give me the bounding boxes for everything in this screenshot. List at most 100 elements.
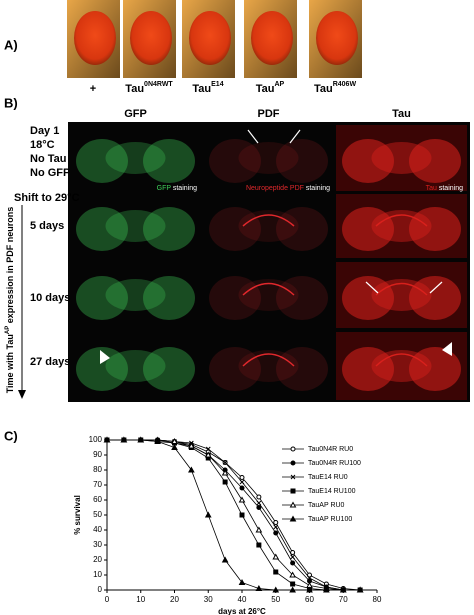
brain-lobe xyxy=(76,139,128,183)
brain-lobe xyxy=(143,207,195,251)
marker xyxy=(255,526,263,533)
marker xyxy=(154,437,161,444)
brain-lobe xyxy=(342,139,394,183)
micrograph xyxy=(203,194,334,258)
arrowhead xyxy=(442,342,452,356)
brain-center xyxy=(238,142,299,174)
marker xyxy=(290,550,296,555)
marker xyxy=(238,496,246,503)
condition-label: No Tau xyxy=(30,153,66,165)
stain-name: GFP xyxy=(157,185,172,192)
marker xyxy=(222,460,228,465)
condition-label: No GFP xyxy=(30,167,70,179)
marker xyxy=(290,446,296,452)
brain-center xyxy=(105,350,166,382)
legend-label: Tau0N4R RU100 xyxy=(308,460,361,467)
micrograph-bg xyxy=(70,262,201,328)
t: AP xyxy=(5,326,11,334)
genotype-sup: 0N4RWT xyxy=(144,81,173,88)
marker xyxy=(222,479,228,485)
marker xyxy=(255,584,263,591)
brain-lobe xyxy=(342,347,394,391)
brain-lobe xyxy=(276,347,328,391)
marker xyxy=(239,485,245,491)
time-arrowhead xyxy=(18,390,26,399)
y-axis-label: % survival xyxy=(73,495,82,535)
brain-lobe xyxy=(209,276,261,320)
marker xyxy=(273,520,279,525)
micrograph xyxy=(336,125,467,191)
micrograph-bg xyxy=(70,332,201,400)
marker xyxy=(239,479,245,485)
stain-caption: Neuropeptide PDF staining xyxy=(246,185,330,192)
marker xyxy=(289,571,296,578)
marker xyxy=(272,586,280,593)
time-label: 5 days xyxy=(30,220,64,232)
brain-center xyxy=(105,210,166,242)
genotype-label: TauE14 xyxy=(192,81,223,95)
brain-center xyxy=(105,279,166,311)
series-line xyxy=(107,439,361,591)
marker xyxy=(290,488,296,494)
neuron-projection xyxy=(242,282,295,296)
micrograph xyxy=(336,262,467,328)
legend-label: Tau0N4R RU0 xyxy=(308,446,353,453)
condition-label: 18°C xyxy=(30,139,55,151)
column-header: PDF xyxy=(258,108,280,120)
genotype-base: Tau xyxy=(314,83,333,95)
y-tick-label: 50 xyxy=(93,510,102,519)
y-tick-label: 100 xyxy=(89,435,103,444)
genotype-label: TauR406W xyxy=(314,81,356,95)
brain-lobe xyxy=(209,207,261,251)
t: Time with Tau xyxy=(5,334,15,393)
marker xyxy=(120,436,128,443)
eye-photo xyxy=(74,11,116,65)
marker xyxy=(323,586,330,593)
micrograph xyxy=(70,125,201,191)
x-tick-label: 40 xyxy=(238,595,247,604)
brain-lobe xyxy=(342,276,394,320)
x-tick-label: 60 xyxy=(305,595,314,604)
marker xyxy=(273,530,279,536)
neuron-projection xyxy=(242,214,295,227)
brain-center xyxy=(105,142,166,174)
brain-lobe xyxy=(209,139,261,183)
stain-caption: Tau staining xyxy=(426,185,463,192)
panel-label: B) xyxy=(4,95,18,110)
column-header: GFP xyxy=(124,108,147,120)
y-tick-label: 30 xyxy=(93,540,102,549)
series-line xyxy=(107,439,361,591)
micrograph-bg xyxy=(203,332,334,400)
marker xyxy=(205,446,211,452)
x-axis-label: days at 26°C xyxy=(218,607,266,615)
stain-caption: GFP staining xyxy=(157,185,197,192)
marker xyxy=(290,474,296,480)
micrograph-bg xyxy=(203,194,334,258)
marker xyxy=(221,469,229,476)
micrograph-bg xyxy=(70,125,201,191)
legend-label: TauAP RU100 xyxy=(308,516,352,523)
panel-b: GFP PDF Tau GFP staining Neuropeptide PDF st… xyxy=(5,108,467,400)
eye-photo xyxy=(130,11,172,65)
micrograph xyxy=(70,194,201,258)
legend-label: TauE14 RU0 xyxy=(308,474,348,481)
brain-lobe xyxy=(209,347,261,391)
genotype-base: Tau xyxy=(256,83,275,95)
genotype-label: Tau0N4RWT xyxy=(125,81,173,95)
brain-lobe xyxy=(409,207,461,251)
shift-label: Shift to 29°C xyxy=(14,192,80,204)
micrograph xyxy=(336,194,467,258)
marker xyxy=(273,569,279,575)
genotype-sup: AP xyxy=(275,81,285,88)
time-axis-label: Time with TauAP expression in PDF neuron… xyxy=(5,207,16,394)
y-tick-label: 20 xyxy=(93,555,102,564)
micrograph xyxy=(203,332,334,400)
panel-c: 0 10 20 30 40 50 60 70 80 90 100 0 10 20 30 40 50 60 70 80 d… xyxy=(73,435,382,615)
marker xyxy=(221,556,229,563)
micrograph xyxy=(70,332,201,400)
x-tick-label: 50 xyxy=(271,595,280,604)
stain-name: Tau xyxy=(426,185,437,192)
eye-photo xyxy=(251,11,293,65)
genotype-label: + xyxy=(90,83,96,95)
